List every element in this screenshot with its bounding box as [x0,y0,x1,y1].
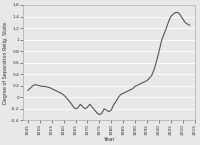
X-axis label: Year: Year [103,137,115,142]
Y-axis label: Degree of Separation Relig. State: Degree of Separation Relig. State [3,22,8,104]
